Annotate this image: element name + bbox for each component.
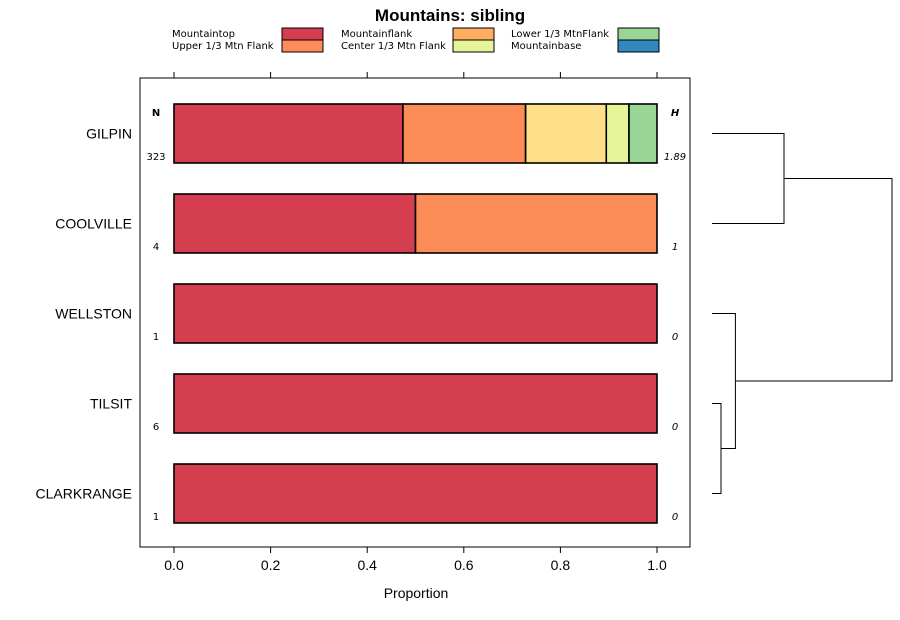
legend-label-mountainflank: Mountainflank — [341, 29, 412, 40]
h-header: H — [671, 108, 680, 119]
category-labels: GILPIN COOLVILLE WELLSTON TILSIT CLARKRANGE — [36, 126, 133, 502]
h-value-coolville: 1 — [672, 242, 678, 253]
bar-gilpin-mountaintop — [173, 103, 404, 164]
bar-gilpin-center-1-3-mtn-flank — [605, 103, 630, 164]
bar-tilsit-mountaintop — [173, 373, 658, 434]
bar-gilpin-mountainflank — [524, 103, 608, 164]
legend: Mountaintop Mountainflank Lower 1/3 MtnFla… — [172, 27, 660, 53]
n-value-tilsit: 6 — [153, 422, 159, 433]
dendrogram-link-2 — [712, 313, 736, 449]
legend-label-center-1-3-mtn-flank: Center 1/3 Mtn Flank — [341, 41, 446, 52]
bar-gilpin-lower-1-3-mtnflank — [628, 103, 658, 164]
row-annotations: N H 323 1.89 4 1 1 0 6 0 1 0 — [146, 108, 686, 523]
plot-frame — [139, 77, 691, 548]
h-value-tilsit: 0 — [672, 422, 678, 433]
n-header: N — [152, 108, 160, 119]
category-label-wellston: WELLSTON — [55, 306, 132, 322]
bar-coolville-mountaintop — [173, 193, 417, 254]
bar-clarkrange-mountaintop — [173, 463, 658, 524]
legend-label-mountainbase: Mountainbase — [511, 41, 581, 52]
dendrogram-link-0 — [712, 133, 785, 224]
dendrogram — [712, 133, 893, 494]
category-label-clarkrange: CLARKRANGE — [36, 486, 132, 502]
legend-swatch-mountaintop — [281, 27, 324, 41]
legend-swatch-lower-1-3-mtnflank — [617, 27, 660, 41]
x-tick-label-4: 0.8 — [551, 557, 571, 573]
legend-swatch-mountainflank — [452, 27, 495, 41]
legend-label-mountaintop: Mountaintop — [172, 29, 235, 40]
h-value-clarkrange: 0 — [672, 512, 678, 523]
category-label-tilsit: TILSIT — [90, 396, 132, 412]
x-tick-label-2: 0.4 — [357, 557, 377, 573]
x-tick-label-1: 0.2 — [261, 557, 281, 573]
n-value-clarkrange: 1 — [153, 512, 159, 523]
bar-coolville-upper-1-3-mtn-flank — [414, 193, 658, 254]
bar-gilpin-upper-1-3-mtn-flank — [402, 103, 527, 164]
top-axis-ticks — [173, 72, 658, 78]
h-value-gilpin: 1.89 — [664, 152, 686, 163]
dendrogram-link-3 — [735, 178, 893, 382]
h-value-wellston: 0 — [672, 332, 678, 343]
n-value-coolville: 4 — [153, 242, 159, 253]
legend-label-upper-1-3-mtn-flank: Upper 1/3 Mtn Flank — [172, 41, 274, 52]
x-axis: 0.0 0.2 0.4 0.6 0.8 1.0 — [164, 547, 667, 573]
legend-swatch-center-1-3-mtn-flank — [452, 39, 495, 53]
legend-label-lower-1-3-mtnflank: Lower 1/3 MtnFlank — [511, 29, 609, 40]
n-value-wellston: 1 — [153, 332, 159, 343]
legend-swatch-upper-1-3-mtn-flank — [281, 39, 324, 53]
chart-title: Mountains: sibling — [375, 6, 525, 25]
n-value-gilpin: 323 — [146, 152, 165, 163]
x-tick-label-0: 0.0 — [164, 557, 184, 573]
category-label-gilpin: GILPIN — [86, 126, 132, 142]
category-label-coolville: COOLVILLE — [55, 216, 132, 232]
x-axis-label: Proportion — [384, 585, 449, 601]
x-tick-label-3: 0.6 — [454, 557, 474, 573]
bar-wellston-mountaintop — [173, 283, 658, 344]
bars — [173, 103, 658, 524]
legend-swatch-mountainbase — [617, 39, 660, 53]
dendrogram-link-1 — [712, 403, 722, 494]
x-tick-label-5: 1.0 — [647, 557, 667, 573]
